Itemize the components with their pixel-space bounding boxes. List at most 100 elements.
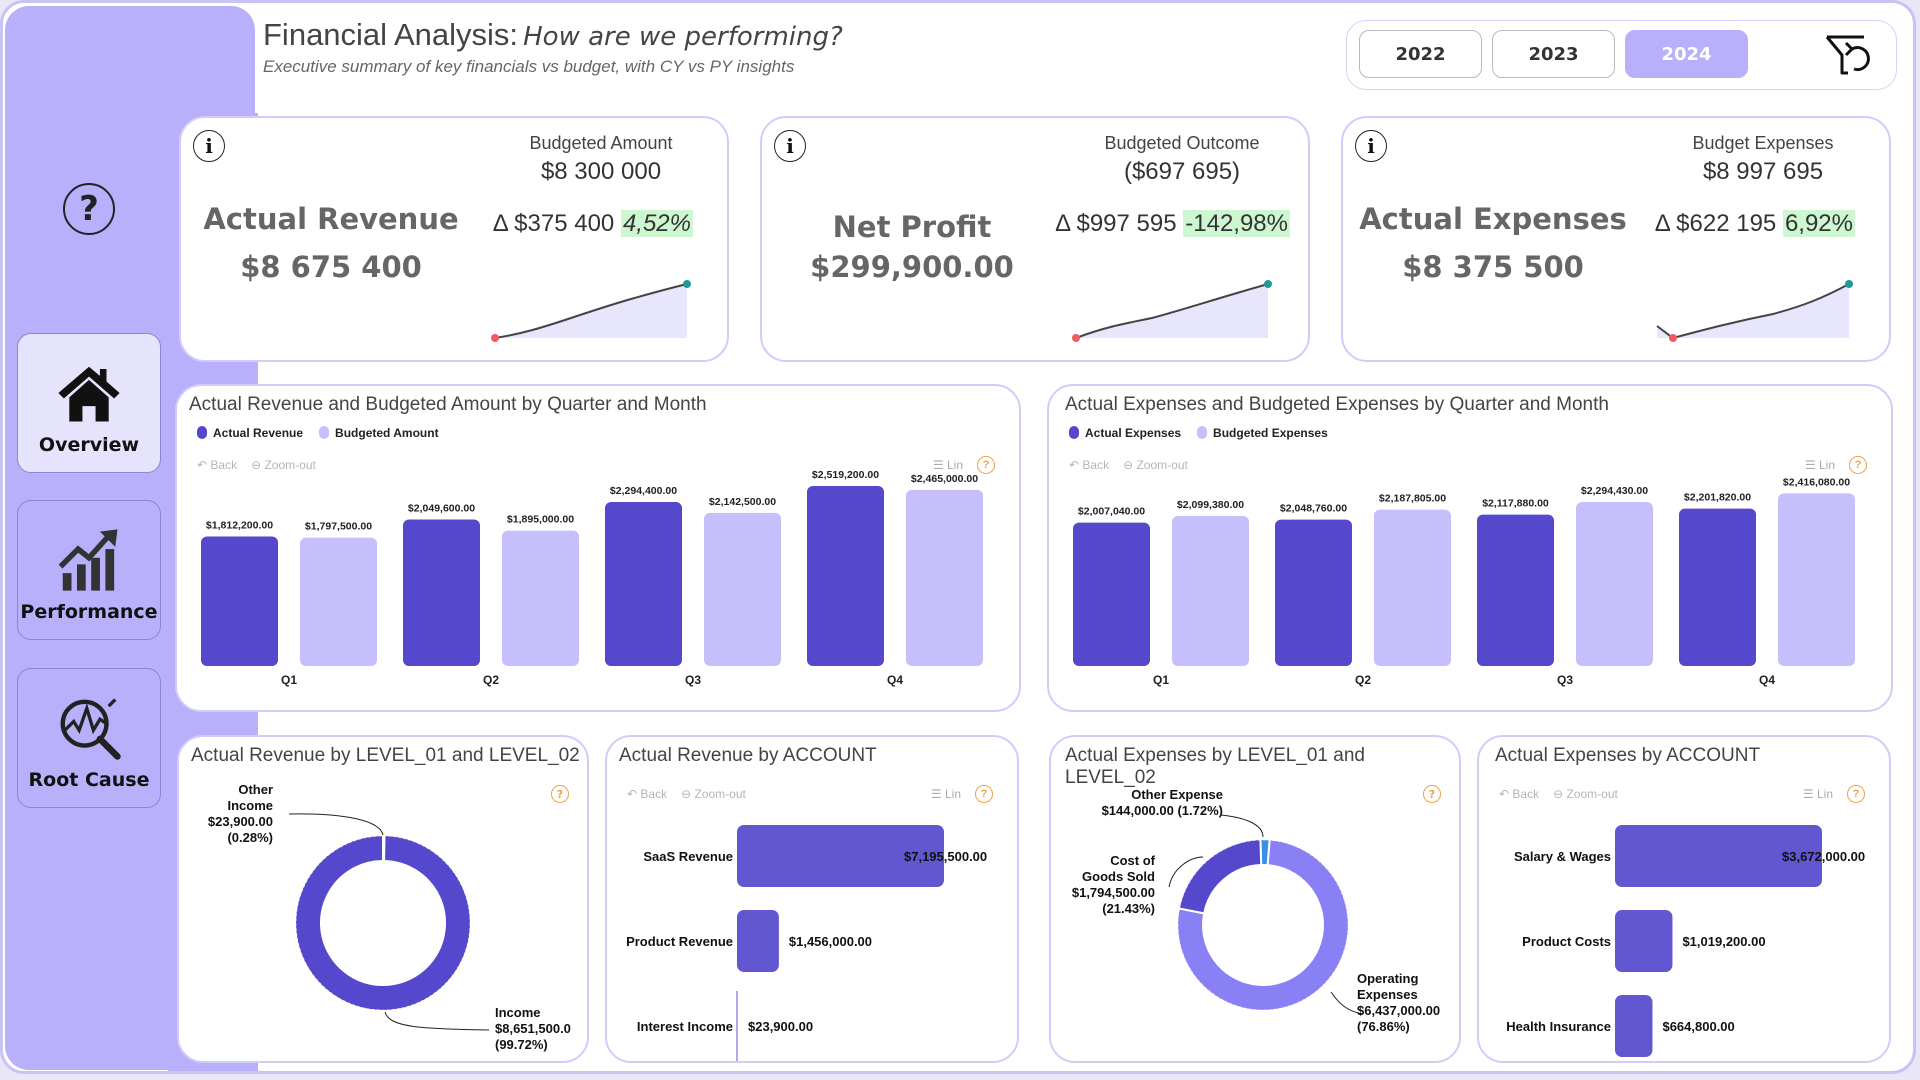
sparkline-min-point [1072,334,1080,342]
slice-label: Other [238,782,273,797]
data-label: $2,117,880.00 [1482,498,1549,510]
zoom-out-button[interactable]: ⊖ Zoom-out [1123,458,1188,472]
nav-root-cause-button[interactable]: Root Cause [17,668,161,808]
slice-label: Income [227,798,273,813]
delta-symbol: Δ [492,210,508,237]
chart-toolbar-right: ☰ Lin ? [1805,456,1867,474]
scale-toggle[interactable]: ☰ Lin [930,787,961,801]
help-icon[interactable]: ? [551,785,569,803]
kpi-budget-value: $8 300 000 [540,158,662,185]
bar [1374,509,1451,666]
home-icon [58,366,120,422]
kpi-budget-value: ($697 695) [1123,158,1241,185]
x-tick-label: Q1 [281,673,297,687]
help-icon[interactable]: ? [1849,456,1867,474]
zoom-out-button[interactable]: ⊖ Zoom-out [251,458,316,472]
kpi-delta: Δ $622 195 6,92% [1655,210,1855,238]
bar [1615,995,1653,1057]
info-icon[interactable]: i [1355,130,1387,162]
kpi-card-expenses: i Actual Expenses $8 375 500 Budget Expe… [1341,116,1891,362]
chart-plot: Other Expense$144,000.00 (1.72%) Cost ofG… [1072,787,1440,1034]
category-label: Health Insurance [1506,1019,1611,1034]
scale-label: Lin [944,787,961,801]
bar [1615,910,1673,972]
bar [807,486,884,666]
slice-label: Cost of [1110,853,1155,868]
page-title: Financial Analysis: How are we performin… [263,17,843,53]
scale-label: Lin [946,458,963,472]
bar [1172,515,1249,666]
scale-toggle[interactable]: ☰ Lin [1804,458,1835,472]
leader-line [1220,814,1264,838]
back-button[interactable]: ↶ Back [1069,458,1110,472]
help-icon[interactable]: ? [1423,785,1441,803]
bar [605,502,682,666]
sparkline [1656,280,1853,342]
year-2024-button[interactable]: 2024 [1625,30,1748,78]
sparkline-area [1657,284,1849,338]
sparkline-max-point [1264,280,1272,288]
nav-performance-button[interactable]: Performance [17,500,161,640]
slice-label: Income [495,1005,541,1020]
x-tick-label: Q4 [887,673,903,687]
expenses-account-bar-chart: Actual Expenses by ACCOUNT ↶ Back ⊖ Zoom… [1477,735,1891,1063]
revenue-column-chart: Actual Revenue and Budgeted Amount by Qu… [175,384,1021,712]
data-label: $1,895,000.00 [507,514,574,526]
legend-item[interactable]: Budgeted Expenses [1197,426,1328,440]
year-2023-button[interactable]: 2023 [1492,30,1615,78]
chart-toolbar: ↶ Back ⊖ Zoom-out [197,458,316,472]
legend-item[interactable]: Budgeted Amount [319,426,439,440]
scale-label: Lin [1818,458,1835,472]
legend-item[interactable]: Actual Revenue [197,426,303,440]
data-label: $23,900.00 [748,1019,813,1034]
year-2022-button[interactable]: 2022 [1359,30,1482,78]
nav-overview-button[interactable]: Overview [17,333,161,473]
help-icon[interactable]: ? [1847,785,1865,803]
bar [1615,825,1822,887]
slice-label: Expenses [1357,987,1418,1002]
scale-toggle[interactable]: ☰ Lin [1802,787,1833,801]
sparkline-line [1075,283,1269,339]
back-label: Back [1512,787,1540,801]
chart-plot: $2,007,040.00 $2,099,380.00 Q1 $2,048,760.0… [1073,476,1855,687]
bar [704,512,781,666]
zoom-out-button[interactable]: ⊖ Zoom-out [681,787,746,801]
chart-title: Actual Expenses by LEVEL_01 and LEVEL_02 [1065,745,1365,788]
chart-toolbar: ↶ Back ⊖ Zoom-out [627,787,746,801]
sparkline [491,280,691,342]
info-icon[interactable]: i [774,130,806,162]
revenue-donut-chart: Actual Revenue by LEVEL_01 and LEVEL_02 … [177,735,589,1063]
back-button[interactable]: ↶ Back [197,458,238,472]
data-label: $1,812,200.00 [206,520,273,532]
leader-line [1330,991,1364,1015]
kpi-card-revenue: i Actual Revenue $8 675 400 Budgeted Amo… [179,116,729,362]
legend-label: Budgeted Expenses [1213,426,1328,440]
zoom-out-button[interactable]: ⊖ Zoom-out [1553,787,1618,801]
bar [300,537,377,666]
back-button[interactable]: ↶ Back [1499,787,1540,801]
legend-item[interactable]: Actual Expenses [1069,426,1181,440]
title-text: Financial Analysis: [263,17,519,52]
chart-plot: OtherIncome$23,900.00(0.28%)Income$8,651… [208,782,571,1052]
sparkline-max-point [683,280,691,288]
data-label: $2,007,040.00 [1078,506,1145,518]
donut-slice [1176,838,1350,1012]
data-label: $2,294,430.00 [1581,485,1648,497]
kpi-budget-label: Budgeted Amount [529,133,673,153]
filter-reset-icon[interactable] [1824,31,1876,79]
help-button[interactable]: ? [63,183,115,235]
category-label: Product Costs [1522,934,1611,949]
zoom-out-label: Zoom-out [264,458,316,472]
x-tick-label: Q2 [483,673,499,687]
chart-title: Actual Expenses and Budgeted Expenses by… [1065,394,1609,415]
help-icon[interactable]: ? [975,785,993,803]
chart-title: Actual Revenue by ACCOUNT [619,745,877,766]
back-button[interactable]: ↶ Back [627,787,668,801]
data-label: $2,519,200.00 [812,469,879,481]
scale-toggle[interactable]: ☰ Lin [932,458,963,472]
question-circle-icon: ? [79,189,99,229]
delta-percent: 4,52% [620,210,693,237]
help-icon[interactable]: ? [977,456,995,474]
chart-toolbar-right: ☰ Lin ? [1803,785,1865,803]
info-icon[interactable]: i [193,130,225,162]
